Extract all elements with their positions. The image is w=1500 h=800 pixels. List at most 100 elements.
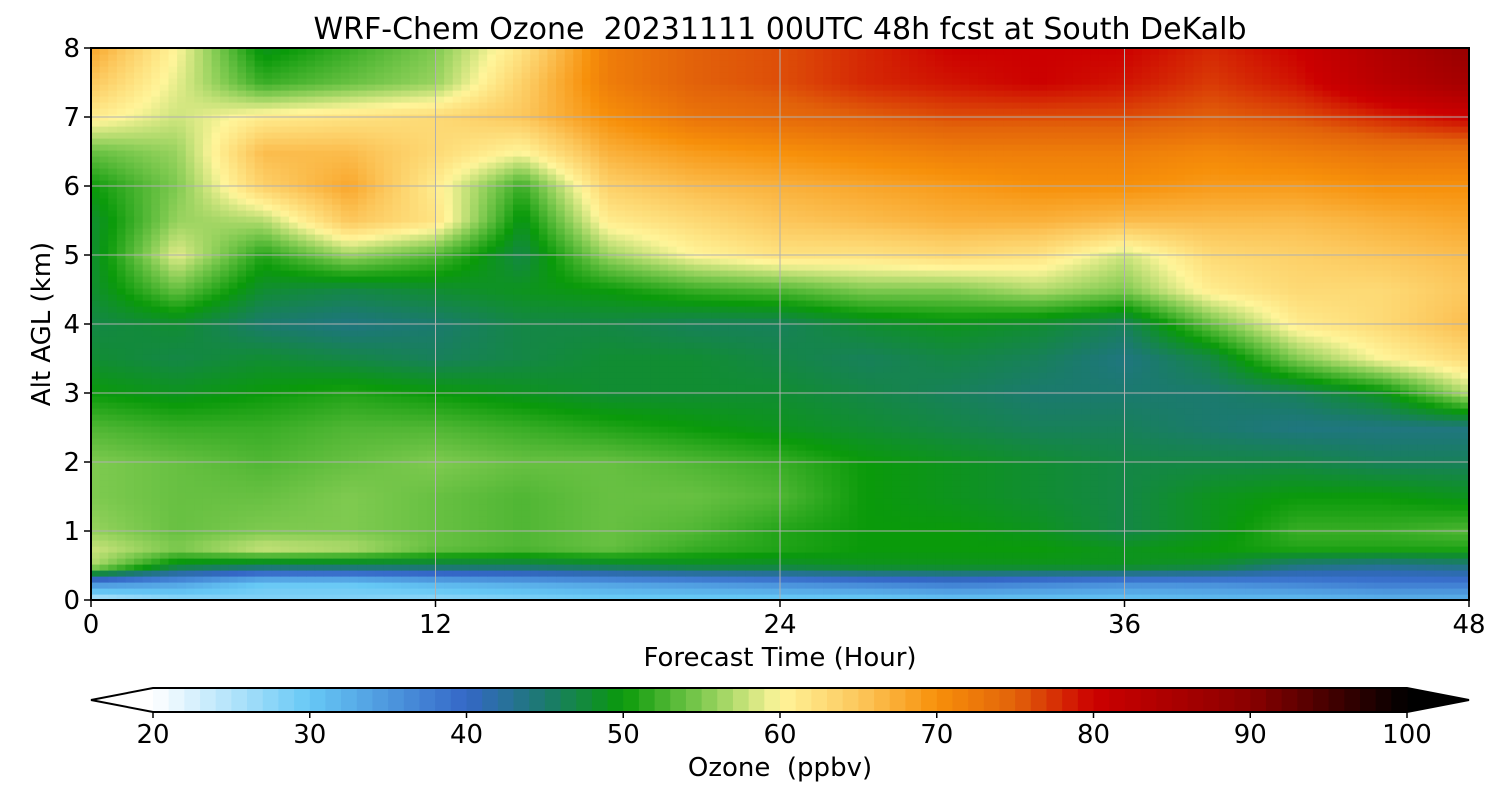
heatmap-cell [246,594,256,600]
heatmap-cell [1055,594,1065,600]
heatmap-cell [134,522,144,529]
heatmap-cell [91,558,101,565]
heatmap-cell [745,468,755,475]
heatmap-cell [1434,558,1444,565]
heatmap-cell [116,570,127,577]
heatmap-cell [1021,558,1031,565]
heatmap-cell [633,582,643,589]
heatmap-cell [134,540,144,547]
heatmap-cell [719,450,729,457]
heatmap-cell [383,582,394,589]
heatmap-cell [332,516,342,523]
heatmap-cell [220,456,230,463]
heatmap-cell [642,450,652,457]
heatmap-cell [831,474,841,481]
heatmap-cell [151,450,161,457]
heatmap-cell [1262,588,1272,595]
heatmap-cell [392,582,402,589]
heatmap-cell [1064,480,1074,487]
heatmap-cell [1029,558,1039,565]
heatmap-cell [573,576,583,583]
heatmap-cell [590,540,600,547]
heatmap-cell [556,588,566,595]
heatmap-cell [185,444,195,451]
heatmap-cell [1115,486,1126,493]
heatmap-cell [978,594,988,600]
heatmap-cell [969,540,979,547]
heatmap-cell [177,576,187,583]
heatmap-cell [108,516,118,523]
heatmap-cell [1072,588,1083,595]
heatmap-cell [202,516,213,523]
heatmap-cell [624,522,635,529]
heatmap-cell [1038,522,1048,529]
heatmap-cell [1460,480,1469,487]
heatmap-cell [814,516,824,523]
heatmap-cell [736,492,747,499]
heatmap-cell [263,582,273,589]
heatmap-cell [1072,456,1083,463]
heatmap-cell [960,468,971,475]
heatmap-cell [607,588,617,595]
heatmap-cell [1150,540,1160,547]
heatmap-cell [960,492,971,499]
heatmap-cell [495,438,505,445]
heatmap-cell [1115,546,1126,553]
heatmap-cell [478,540,488,547]
heatmap-cell [762,432,772,439]
heatmap-cell [1115,468,1126,475]
heatmap-cell [891,516,902,523]
heatmap-cell [401,468,411,475]
heatmap-cell [814,582,824,589]
heatmap-cell [246,444,256,451]
heatmap-cell [935,564,945,571]
heatmap-cell [1331,480,1341,487]
heatmap-cell [1460,504,1469,511]
heatmap-cell [401,516,411,523]
heatmap-cell [1365,582,1375,589]
heatmap-cell [220,486,230,493]
heatmap-cell [848,564,859,571]
heatmap-cell [254,576,264,583]
heatmap-cell [1115,540,1126,547]
heatmap-cell [952,540,962,547]
heatmap-cell [418,456,428,463]
heatmap-cell [220,414,230,421]
heatmap-cell [1365,462,1375,469]
heatmap-cell [719,564,729,571]
heatmap-cell [891,534,902,541]
heatmap-cell [159,468,170,475]
heatmap-cell [616,444,626,451]
heatmap-cell [246,408,256,415]
heatmap-cell [1055,450,1065,457]
heatmap-cell [1176,570,1186,577]
heatmap-cell [1365,534,1375,541]
heatmap-cell [202,510,213,517]
heatmap-cell [917,444,928,451]
heatmap-cell [745,516,755,523]
heatmap-cell [986,414,996,421]
heatmap-cell [306,516,316,523]
heatmap-cell [375,426,385,433]
heatmap-cell [1055,414,1065,421]
heatmap-cell [1391,462,1401,469]
heatmap-cell [1288,516,1298,523]
heatmap-cell [177,570,187,577]
heatmap-cell [1210,540,1220,547]
heatmap-cell [297,438,307,445]
heatmap-cell [142,432,152,439]
heatmap-cell [762,450,772,457]
heatmap-cell [805,492,816,499]
heatmap-cell [1236,486,1246,493]
heatmap-cell [357,498,368,505]
heatmap-cell [211,438,221,445]
heatmap-cell [1081,420,1091,427]
heatmap-cell [1141,534,1151,541]
heatmap-cell [538,474,549,481]
heatmap-cell [306,498,316,505]
heatmap-cell [1167,594,1177,600]
heatmap-cell [185,480,195,487]
heatmap-cell [797,540,807,547]
heatmap-cell [1408,516,1418,523]
heatmap-cell [1158,534,1169,541]
